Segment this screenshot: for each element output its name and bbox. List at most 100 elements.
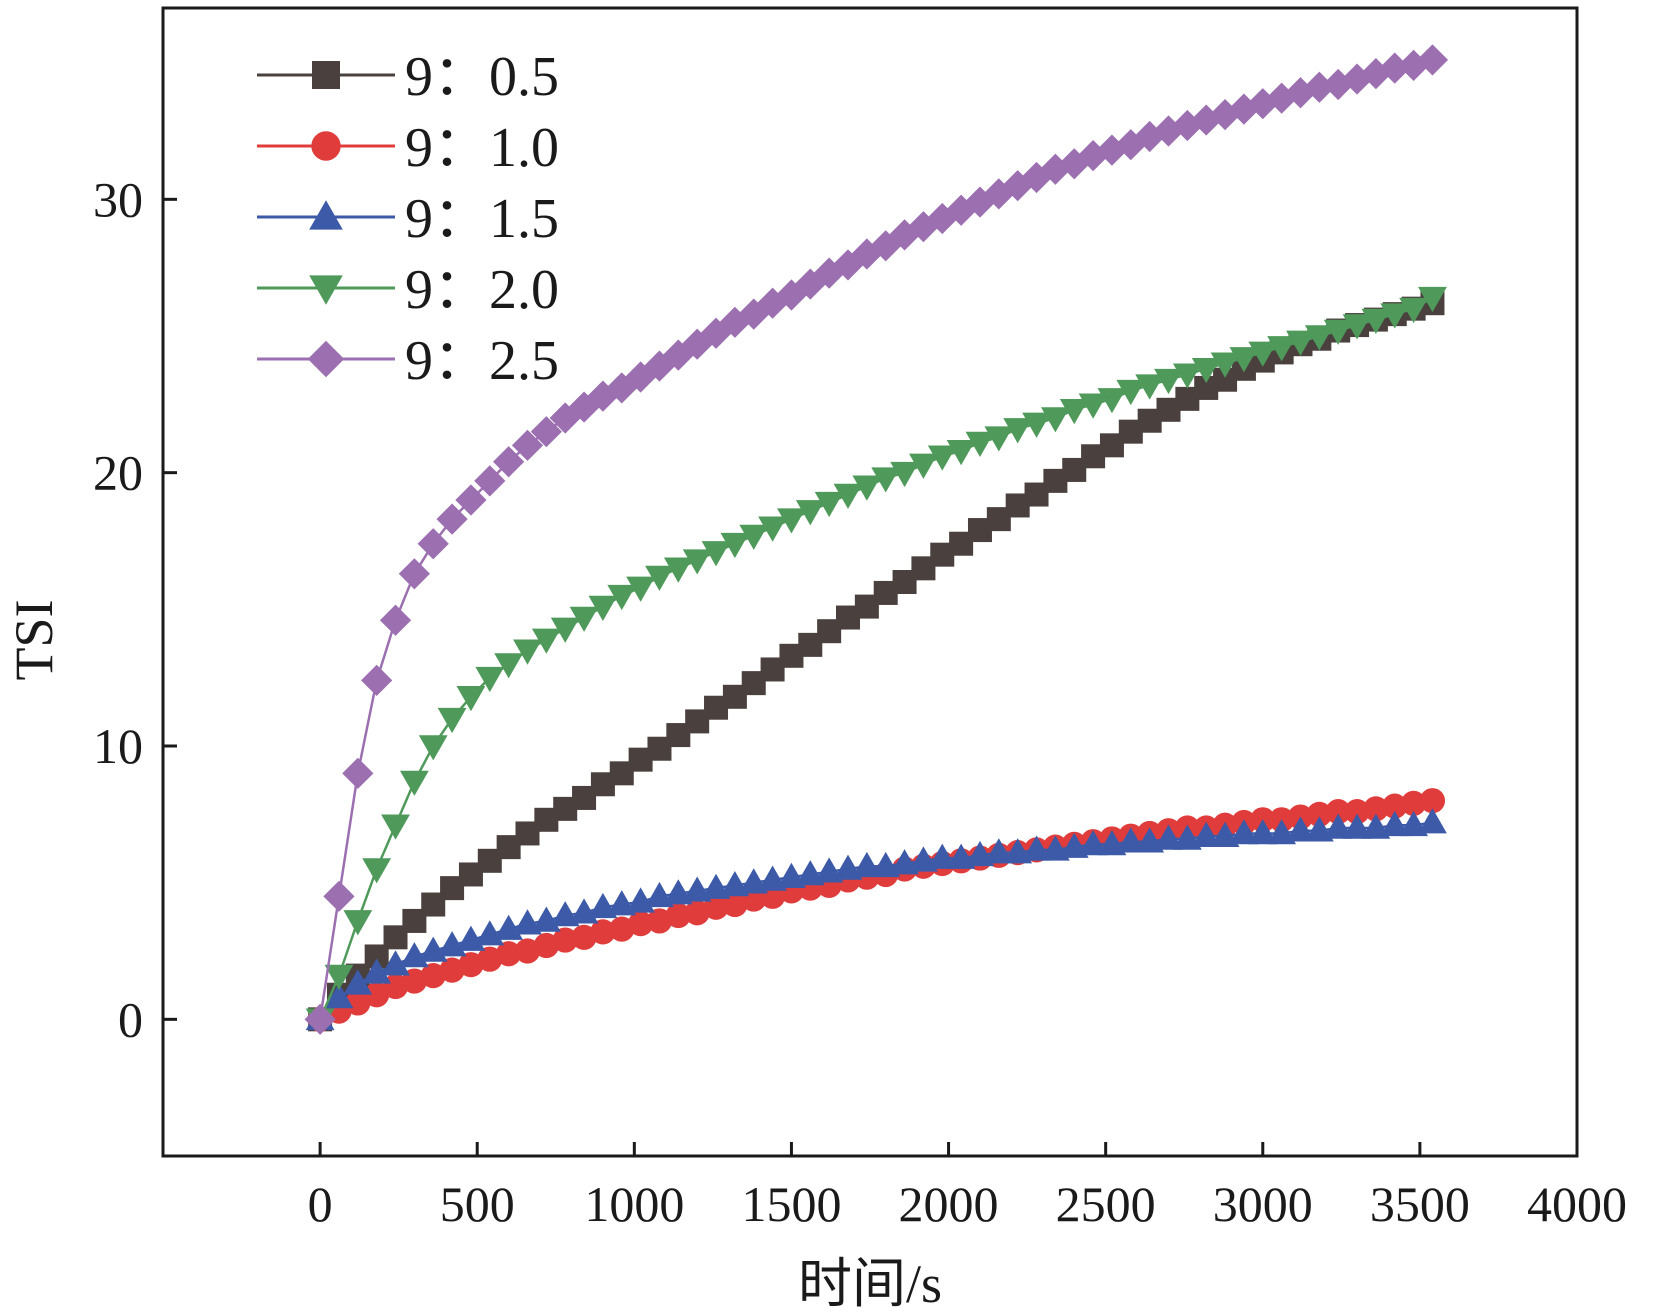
data-point	[588, 595, 618, 621]
data-point	[1266, 82, 1298, 114]
data-point	[643, 350, 676, 382]
data-point	[1039, 153, 1071, 185]
data-point	[1267, 336, 1297, 362]
data-point	[1116, 379, 1146, 406]
data-point	[984, 838, 1014, 864]
data-point	[343, 910, 373, 936]
series-line	[318, 296, 1434, 1020]
data-point	[1154, 368, 1183, 395]
data-point	[628, 911, 654, 937]
x-tick-label: 2500	[1056, 1176, 1156, 1232]
data-point	[1382, 793, 1408, 819]
data-point	[1115, 129, 1147, 161]
data-point	[1380, 810, 1410, 837]
data-point	[436, 503, 468, 535]
data-point	[1248, 819, 1278, 845]
data-point	[1418, 808, 1447, 834]
series-3	[305, 808, 1447, 1031]
data-point	[1380, 303, 1410, 329]
data-point	[494, 653, 524, 679]
data-point	[1097, 388, 1127, 414]
data-point	[738, 298, 770, 330]
y-tick-label: 10	[93, 718, 143, 774]
data-point	[361, 664, 393, 696]
data-point	[1342, 813, 1372, 839]
data-point	[927, 445, 957, 471]
data-point	[304, 1003, 336, 1035]
data-point	[1286, 330, 1315, 356]
data-point	[590, 919, 616, 945]
data-point	[965, 431, 995, 457]
data-point	[758, 516, 787, 542]
series-4	[305, 286, 1447, 1034]
data-point	[381, 950, 410, 976]
legend-label: 9：1.5	[405, 188, 559, 250]
data-point	[607, 584, 637, 611]
data-point	[496, 835, 521, 860]
data-point	[550, 617, 580, 643]
data-point	[833, 483, 863, 509]
data-point	[513, 639, 542, 665]
data-point	[530, 416, 562, 448]
legend-item: 9：1.0	[257, 117, 559, 179]
y-tick-label: 30	[93, 171, 143, 227]
data-point	[813, 257, 845, 289]
data-point	[552, 927, 578, 953]
data-point	[1323, 319, 1353, 345]
series-layer	[304, 44, 1449, 1035]
data-point	[342, 757, 374, 789]
data-point	[1154, 824, 1183, 850]
data-point	[1341, 63, 1373, 95]
data-point	[345, 990, 371, 1016]
data-point	[1342, 314, 1372, 340]
data-point	[890, 461, 919, 488]
legend-item: 9：1.5	[257, 188, 559, 250]
data-point	[719, 306, 751, 338]
data-point	[1229, 819, 1259, 845]
data-point	[777, 508, 806, 534]
legend-label: 9：0.5	[405, 46, 559, 108]
data-point	[645, 565, 674, 591]
data-point	[474, 465, 506, 497]
series-1	[308, 291, 1445, 1032]
data-point	[364, 982, 390, 1008]
y-axis-title: TSI	[4, 600, 64, 681]
x-tick-label: 1500	[741, 1176, 841, 1232]
data-point	[1210, 352, 1240, 378]
data-point	[1191, 821, 1221, 847]
data-point	[475, 666, 505, 693]
data-point	[569, 606, 599, 632]
data-point	[323, 880, 355, 912]
data-point	[1419, 788, 1446, 814]
data-point	[626, 576, 656, 602]
data-point	[1135, 374, 1165, 400]
data-point	[852, 851, 882, 878]
data-point	[456, 686, 486, 712]
data-point	[493, 446, 525, 478]
data-point	[1379, 52, 1411, 84]
x-tick-label: 1000	[584, 1176, 684, 1232]
data-point	[1304, 325, 1334, 351]
data-point	[531, 628, 561, 654]
legend-label: 9：2.0	[405, 259, 559, 321]
data-point	[1229, 347, 1259, 373]
legend-label: 9：1.0	[405, 117, 559, 179]
data-point	[986, 507, 1011, 532]
data-point	[399, 770, 429, 796]
data-point	[511, 429, 544, 461]
legend-label: 9：2.5	[405, 330, 559, 392]
data-point	[1078, 393, 1108, 419]
data-point	[739, 524, 769, 550]
data-point	[568, 391, 600, 423]
data-point	[1418, 286, 1447, 313]
data-point	[1078, 830, 1108, 856]
y-tick-label: 20	[93, 445, 143, 501]
x-tick-label: 0	[308, 1176, 333, 1232]
data-point	[343, 969, 373, 995]
data-point	[814, 491, 844, 518]
data-point	[1323, 813, 1353, 839]
data-point	[681, 328, 713, 360]
data-point	[1191, 358, 1221, 384]
data-point	[701, 541, 731, 567]
data-point	[756, 287, 789, 319]
